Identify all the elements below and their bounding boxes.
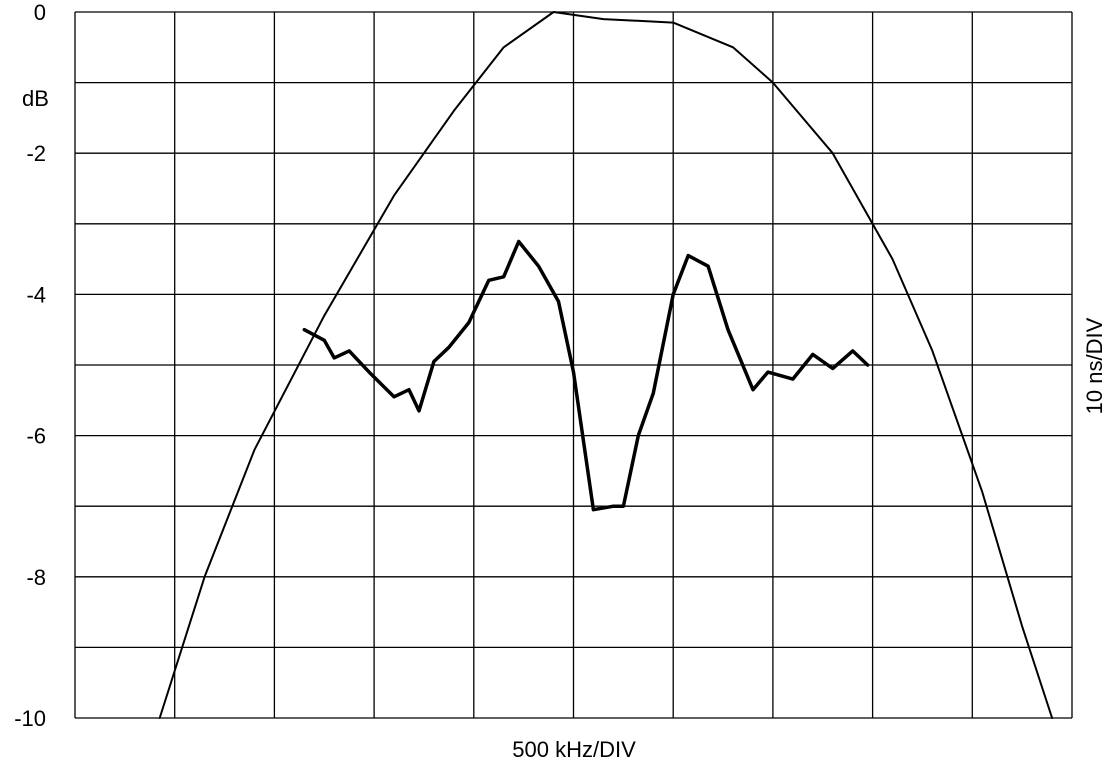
y-tick-label: -8: [26, 565, 46, 590]
y-tick-labels: 0 -2 -4 -6 -8 -10: [14, 0, 46, 731]
y-tick-label: 0: [34, 0, 46, 25]
y-tick-label: -4: [26, 282, 46, 307]
y-axis-label: dB: [22, 86, 49, 111]
grid: [74, 11, 1073, 719]
series-line-amplitude: [158, 11, 1054, 719]
y-tick-label: -2: [26, 141, 46, 166]
x-axis-label: 500 kHz/DIV: [512, 737, 636, 762]
y-tick-label: -10: [14, 706, 46, 731]
series-layer: [158, 11, 1054, 719]
series-line-delay: [302, 239, 870, 512]
y2-axis-label: 10 ns/DIV: [1082, 317, 1107, 414]
y-tick-label: -6: [26, 424, 46, 449]
